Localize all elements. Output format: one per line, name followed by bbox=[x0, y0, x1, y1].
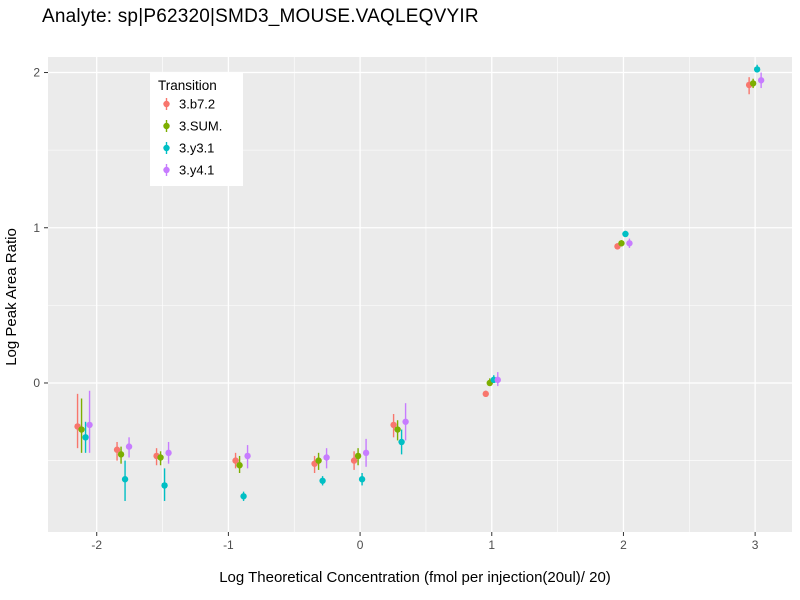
legend-item-label: 3.b7.2 bbox=[179, 97, 215, 112]
chart-title: Analyte: sp|P62320|SMD3_MOUSE.VAQLEQVYIR bbox=[42, 6, 479, 27]
data-point bbox=[113, 446, 121, 453]
data-point bbox=[161, 482, 168, 489]
data-point bbox=[398, 438, 405, 446]
data-point bbox=[157, 454, 164, 461]
data-point bbox=[240, 493, 247, 500]
x-tick-label: 2 bbox=[620, 538, 627, 552]
data-point bbox=[244, 452, 251, 460]
data-point bbox=[236, 462, 243, 469]
x-tick-label: 3 bbox=[752, 538, 759, 552]
data-point bbox=[165, 449, 172, 457]
data-point bbox=[753, 66, 761, 73]
y-tick-label: 1 bbox=[33, 221, 40, 235]
y-axis-label: Log Peak Area Ratio bbox=[3, 228, 20, 366]
data-point bbox=[125, 443, 133, 450]
y-tick-label: 2 bbox=[33, 66, 40, 80]
data-point bbox=[82, 434, 89, 441]
x-axis-label: Log Theoretical Concentration (fmol per … bbox=[219, 569, 611, 586]
x-tick-label: 0 bbox=[357, 538, 364, 552]
data-point bbox=[362, 449, 370, 457]
series-3.SUM. bbox=[78, 78, 757, 474]
data-point bbox=[757, 77, 765, 84]
data-point bbox=[390, 421, 397, 429]
data-point bbox=[117, 451, 125, 458]
data-point bbox=[78, 426, 85, 433]
y-tick-label: 0 bbox=[33, 376, 40, 390]
data-point bbox=[121, 476, 129, 483]
data-point bbox=[86, 421, 93, 429]
data-point bbox=[622, 230, 629, 238]
data-point bbox=[350, 457, 358, 464]
legend-title: Transition bbox=[158, 78, 217, 93]
legend-item-label: 3.y4.1 bbox=[179, 163, 214, 178]
series-3.y4.1 bbox=[86, 72, 765, 469]
legend-item-label: 3.y3.1 bbox=[179, 141, 214, 156]
data-point bbox=[358, 476, 366, 483]
data-point bbox=[319, 477, 326, 484]
data-point bbox=[315, 457, 322, 464]
data-point bbox=[402, 418, 409, 425]
legend-key-point bbox=[163, 122, 170, 130]
legend-key-point bbox=[163, 100, 170, 108]
data-point bbox=[494, 376, 501, 384]
legend-item-label: 3.SUM. bbox=[179, 119, 222, 134]
legend-key-point bbox=[163, 166, 170, 174]
axes: -2 -1 0 1 2 3 0 1 2 bbox=[33, 66, 758, 552]
legend-key-point bbox=[163, 144, 170, 152]
x-tick-label: -1 bbox=[223, 538, 234, 552]
data-point bbox=[618, 240, 625, 247]
data-point bbox=[394, 426, 401, 433]
series-3.b7.2 bbox=[74, 77, 753, 474]
x-tick-label: 1 bbox=[488, 538, 495, 552]
chart-layer: -2 -1 0 1 2 3 0 1 2 Transition 3.b7.2 3.SUM. 3.y3.1 3… bbox=[33, 57, 792, 552]
data-point bbox=[749, 80, 757, 87]
series-3.y3.1 bbox=[82, 64, 761, 501]
legend: Transition 3.b7.2 3.SUM. 3.y3.1 3.y4.1 bbox=[150, 72, 243, 186]
data-point bbox=[232, 457, 239, 464]
data-point bbox=[626, 240, 633, 247]
x-tick-label: -2 bbox=[91, 538, 102, 552]
data-point bbox=[323, 454, 330, 461]
data-point bbox=[482, 390, 489, 398]
data-point bbox=[354, 452, 362, 460]
